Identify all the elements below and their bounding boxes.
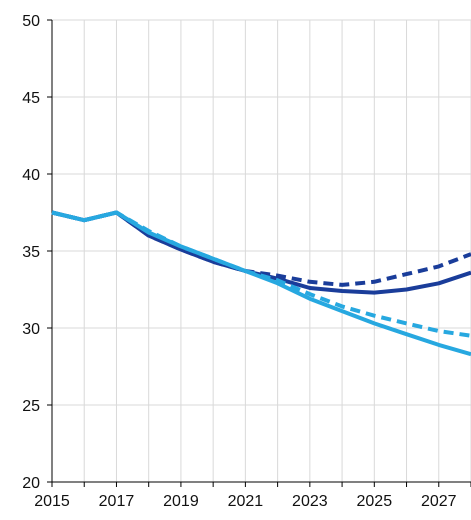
x-tick-label: 2021	[228, 493, 264, 510]
y-tick-label: 40	[22, 167, 40, 184]
series-line-2	[51, 210, 471, 295]
x-tick-label: 2015	[34, 493, 70, 510]
x-tick-label: 2025	[357, 493, 393, 510]
x-tick-labels: 2015 2017 2019 2021 2023 2025 2027	[34, 493, 456, 510]
grid	[52, 19, 471, 482]
y-tick-labels: 20 25 30 35 40 45 50	[22, 13, 40, 492]
x-tick-label: 2019	[163, 493, 199, 510]
x-tick-label: 2017	[99, 493, 135, 510]
y-tick-label: 45	[22, 90, 40, 107]
y-tick-label: 30	[22, 321, 40, 338]
x-tick-label: 2023	[292, 493, 328, 510]
y-tick-label: 25	[22, 398, 40, 415]
y-tick-label: 50	[22, 13, 40, 30]
y-tick-label: 35	[22, 244, 40, 261]
x-tick-label: 2027	[421, 493, 457, 510]
y-tick-label: 20	[22, 475, 40, 492]
axes	[47, 19, 471, 487]
series-lines	[51, 210, 471, 357]
series-line-4	[51, 210, 471, 357]
